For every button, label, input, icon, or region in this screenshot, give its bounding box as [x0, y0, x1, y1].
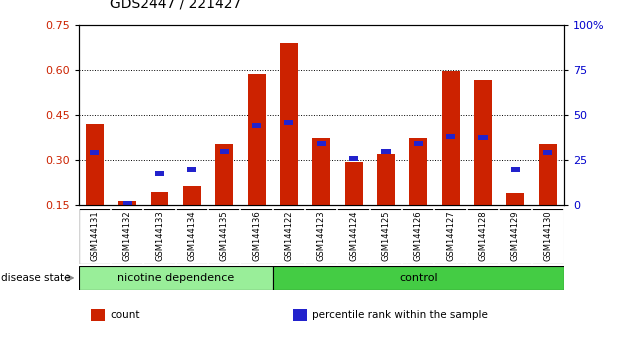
Text: GSM144136: GSM144136 [252, 211, 261, 261]
Text: GSM144127: GSM144127 [446, 211, 455, 261]
Bar [414, 141, 423, 146]
Bar [507, 193, 524, 205]
Text: GSM144130: GSM144130 [543, 211, 552, 261]
Bar [349, 156, 358, 161]
Text: percentile rank within the sample: percentile rank within the sample [312, 310, 488, 320]
Text: GSM144124: GSM144124 [349, 211, 358, 261]
Bar [345, 162, 362, 205]
Bar [312, 138, 330, 205]
Bar [79, 266, 273, 290]
Bar [183, 186, 201, 205]
Text: GSM144126: GSM144126 [414, 211, 423, 261]
Bar [215, 144, 233, 205]
Bar [123, 201, 132, 206]
Text: GSM144135: GSM144135 [220, 211, 229, 261]
Bar [220, 149, 229, 154]
Text: GSM144132: GSM144132 [123, 211, 132, 261]
Bar [155, 171, 164, 176]
Bar [381, 149, 391, 154]
Bar [543, 150, 553, 155]
Text: GSM144128: GSM144128 [479, 211, 488, 261]
Bar [90, 150, 100, 155]
Bar [187, 167, 197, 172]
Text: GSM144133: GSM144133 [155, 211, 164, 261]
Bar [377, 154, 395, 205]
Text: GSM144134: GSM144134 [188, 211, 197, 261]
Bar [118, 201, 136, 205]
Text: GSM144122: GSM144122 [285, 211, 294, 261]
Text: count: count [110, 310, 140, 320]
Text: GDS2447 / 221427: GDS2447 / 221427 [110, 0, 241, 11]
Text: GSM144125: GSM144125 [382, 211, 391, 261]
Text: GSM144129: GSM144129 [511, 211, 520, 261]
Bar [280, 43, 298, 205]
Bar [252, 123, 261, 128]
Text: disease state: disease state [1, 273, 71, 283]
Bar [446, 134, 455, 138]
Bar [317, 141, 326, 146]
Text: GSM144131: GSM144131 [91, 211, 100, 261]
Bar [151, 192, 168, 205]
Bar [86, 124, 104, 205]
Bar [539, 144, 556, 205]
Bar [474, 80, 492, 205]
Bar [273, 266, 564, 290]
Bar [478, 135, 488, 140]
Bar [410, 138, 427, 205]
Text: control: control [399, 273, 438, 283]
Text: nicotine dependence: nicotine dependence [117, 273, 234, 283]
Bar [284, 120, 294, 125]
Bar [442, 72, 459, 205]
Bar [248, 74, 265, 205]
Bar [511, 167, 520, 172]
Text: GSM144123: GSM144123 [317, 211, 326, 261]
